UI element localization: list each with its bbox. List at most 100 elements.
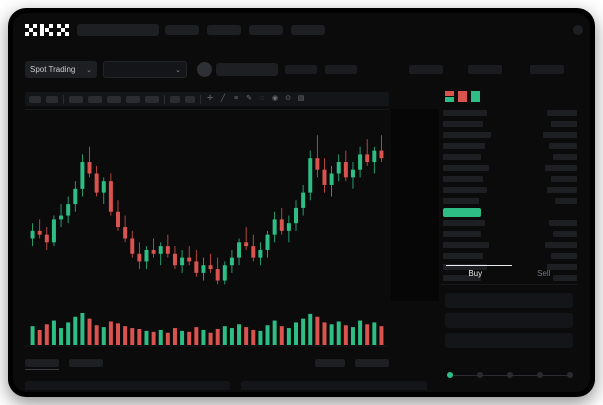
order-book-price-bar [443,176,483,182]
market-stat-4 [468,65,502,74]
order-book-row[interactable] [443,219,577,227]
chart-bottom-tabs[interactable] [25,359,389,371]
trading-pair-select[interactable]: ⌄ [103,61,187,78]
order-book-size-bar [545,242,577,248]
order-book-size-bar [551,253,577,259]
order-book-size-bar [547,264,577,270]
order-book-size-bar [551,121,577,127]
nav-item-1[interactable] [165,25,199,35]
nav-item-3[interactable] [249,25,283,35]
top-navigation-bar [13,13,590,47]
indicator-button[interactable] [170,95,180,103]
order-book-row[interactable] [443,131,577,139]
order-book-price-bar [443,132,491,138]
order-book-price-bar [443,275,481,281]
fib-icon[interactable]: ≡ [233,95,239,102]
order-book-size-bar [545,165,577,171]
order-book-row[interactable] [443,142,577,150]
amount-input[interactable] [445,313,573,328]
order-book-spread-row[interactable] [443,208,577,217]
order-book-row[interactable] [443,175,577,183]
order-book-rows[interactable] [443,109,577,285]
tab-buy[interactable]: Buy [468,269,483,278]
order-book-row[interactable] [443,109,577,117]
order-book-price-bar [443,198,479,204]
orders-panel-left[interactable] [25,381,230,392]
book-bids-icon[interactable] [471,91,480,102]
timeframe-button-6[interactable] [126,95,140,103]
chart-tab-2[interactable] [69,359,103,367]
nav-item-4[interactable] [291,25,325,35]
total-input[interactable] [445,333,573,348]
chart-tab-1[interactable] [25,359,59,370]
order-book-row[interactable] [443,241,577,249]
app-screen: Spot Trading ⌄ ⌄ [13,13,590,392]
nav-search-pill[interactable] [77,24,159,36]
timeframe-button-5[interactable] [107,95,121,103]
order-book-row[interactable] [443,153,577,161]
order-book-row[interactable] [443,230,577,238]
timeframe-button-7[interactable] [145,95,159,103]
order-book-price-bar [443,220,485,226]
timeframe-button-2[interactable] [46,95,58,103]
slider-step-25[interactable] [477,372,483,378]
eye-icon[interactable]: ◉ [271,95,279,102]
order-book-row[interactable] [443,197,577,205]
slider-step-50[interactable] [507,372,513,378]
order-book-row[interactable] [443,164,577,172]
slider-step-0[interactable] [447,372,453,378]
crosshair-icon[interactable]: ✛ [207,95,213,102]
magnet-icon[interactable]: ◌ [259,95,265,102]
timeframe-button-4[interactable] [88,95,102,103]
order-book-size-bar [549,143,577,149]
chart-type-button[interactable] [185,95,195,103]
order-book-row[interactable] [443,274,577,282]
chart-tab-3[interactable] [315,359,345,367]
order-book-size-bar [553,231,577,237]
order-book-price-bar [443,253,483,259]
nav-item-2[interactable] [207,25,241,35]
trading-mode-select[interactable]: Spot Trading ⌄ [25,61,97,78]
market-stat-2 [325,65,357,74]
order-book-row[interactable] [443,263,577,271]
brush-icon[interactable]: ✎ [246,95,252,102]
order-book-row[interactable] [443,120,577,128]
book-asks-icon[interactable] [458,91,467,102]
book-both-icon[interactable] [445,91,454,102]
order-book-size-bar [553,275,577,281]
chart-toolbar[interactable]: ✛ ╱ ≡ ✎ ◌ ◉ ⊙ ▤ [25,92,389,106]
toolbar-divider [200,94,201,104]
order-book-price-bar [443,110,487,116]
order-book-row[interactable] [443,252,577,260]
trade-side-tabs[interactable]: Buy Sell [441,265,578,285]
chart-overlay-panel [391,109,439,301]
chevron-down-icon: ⌄ [175,67,181,74]
trash-icon[interactable]: ▤ [297,95,305,102]
last-price-value [216,63,278,76]
order-book-size-bar [547,110,577,116]
slider-step-75[interactable] [537,372,543,378]
chart-tab-4[interactable] [355,359,389,367]
coin-icon [197,62,212,77]
timeframe-button-1[interactable] [29,95,41,103]
okx-logo-icon[interactable] [25,24,69,37]
trendline-icon[interactable]: ╱ [220,95,226,102]
order-book-size-bar [551,176,577,182]
lock-icon[interactable]: ⊙ [285,95,291,102]
price-input[interactable] [445,293,573,308]
orders-panel-right[interactable] [241,381,427,392]
timeframe-button-3[interactable] [69,95,83,103]
order-book-price-bar [443,165,489,171]
order-book-row[interactable] [443,186,577,194]
candlestick-chart[interactable] [25,109,389,301]
tab-active-underline [446,265,512,266]
slider-step-100[interactable] [567,372,573,378]
avatar-icon[interactable] [573,25,583,35]
spread-value-bar [443,208,481,217]
order-book-price-bar [443,143,485,149]
order-book-price-bar [443,154,481,160]
order-book-view-toggles[interactable] [445,91,480,102]
tab-sell[interactable]: Sell [537,269,551,278]
order-book-price-bar [443,121,483,127]
